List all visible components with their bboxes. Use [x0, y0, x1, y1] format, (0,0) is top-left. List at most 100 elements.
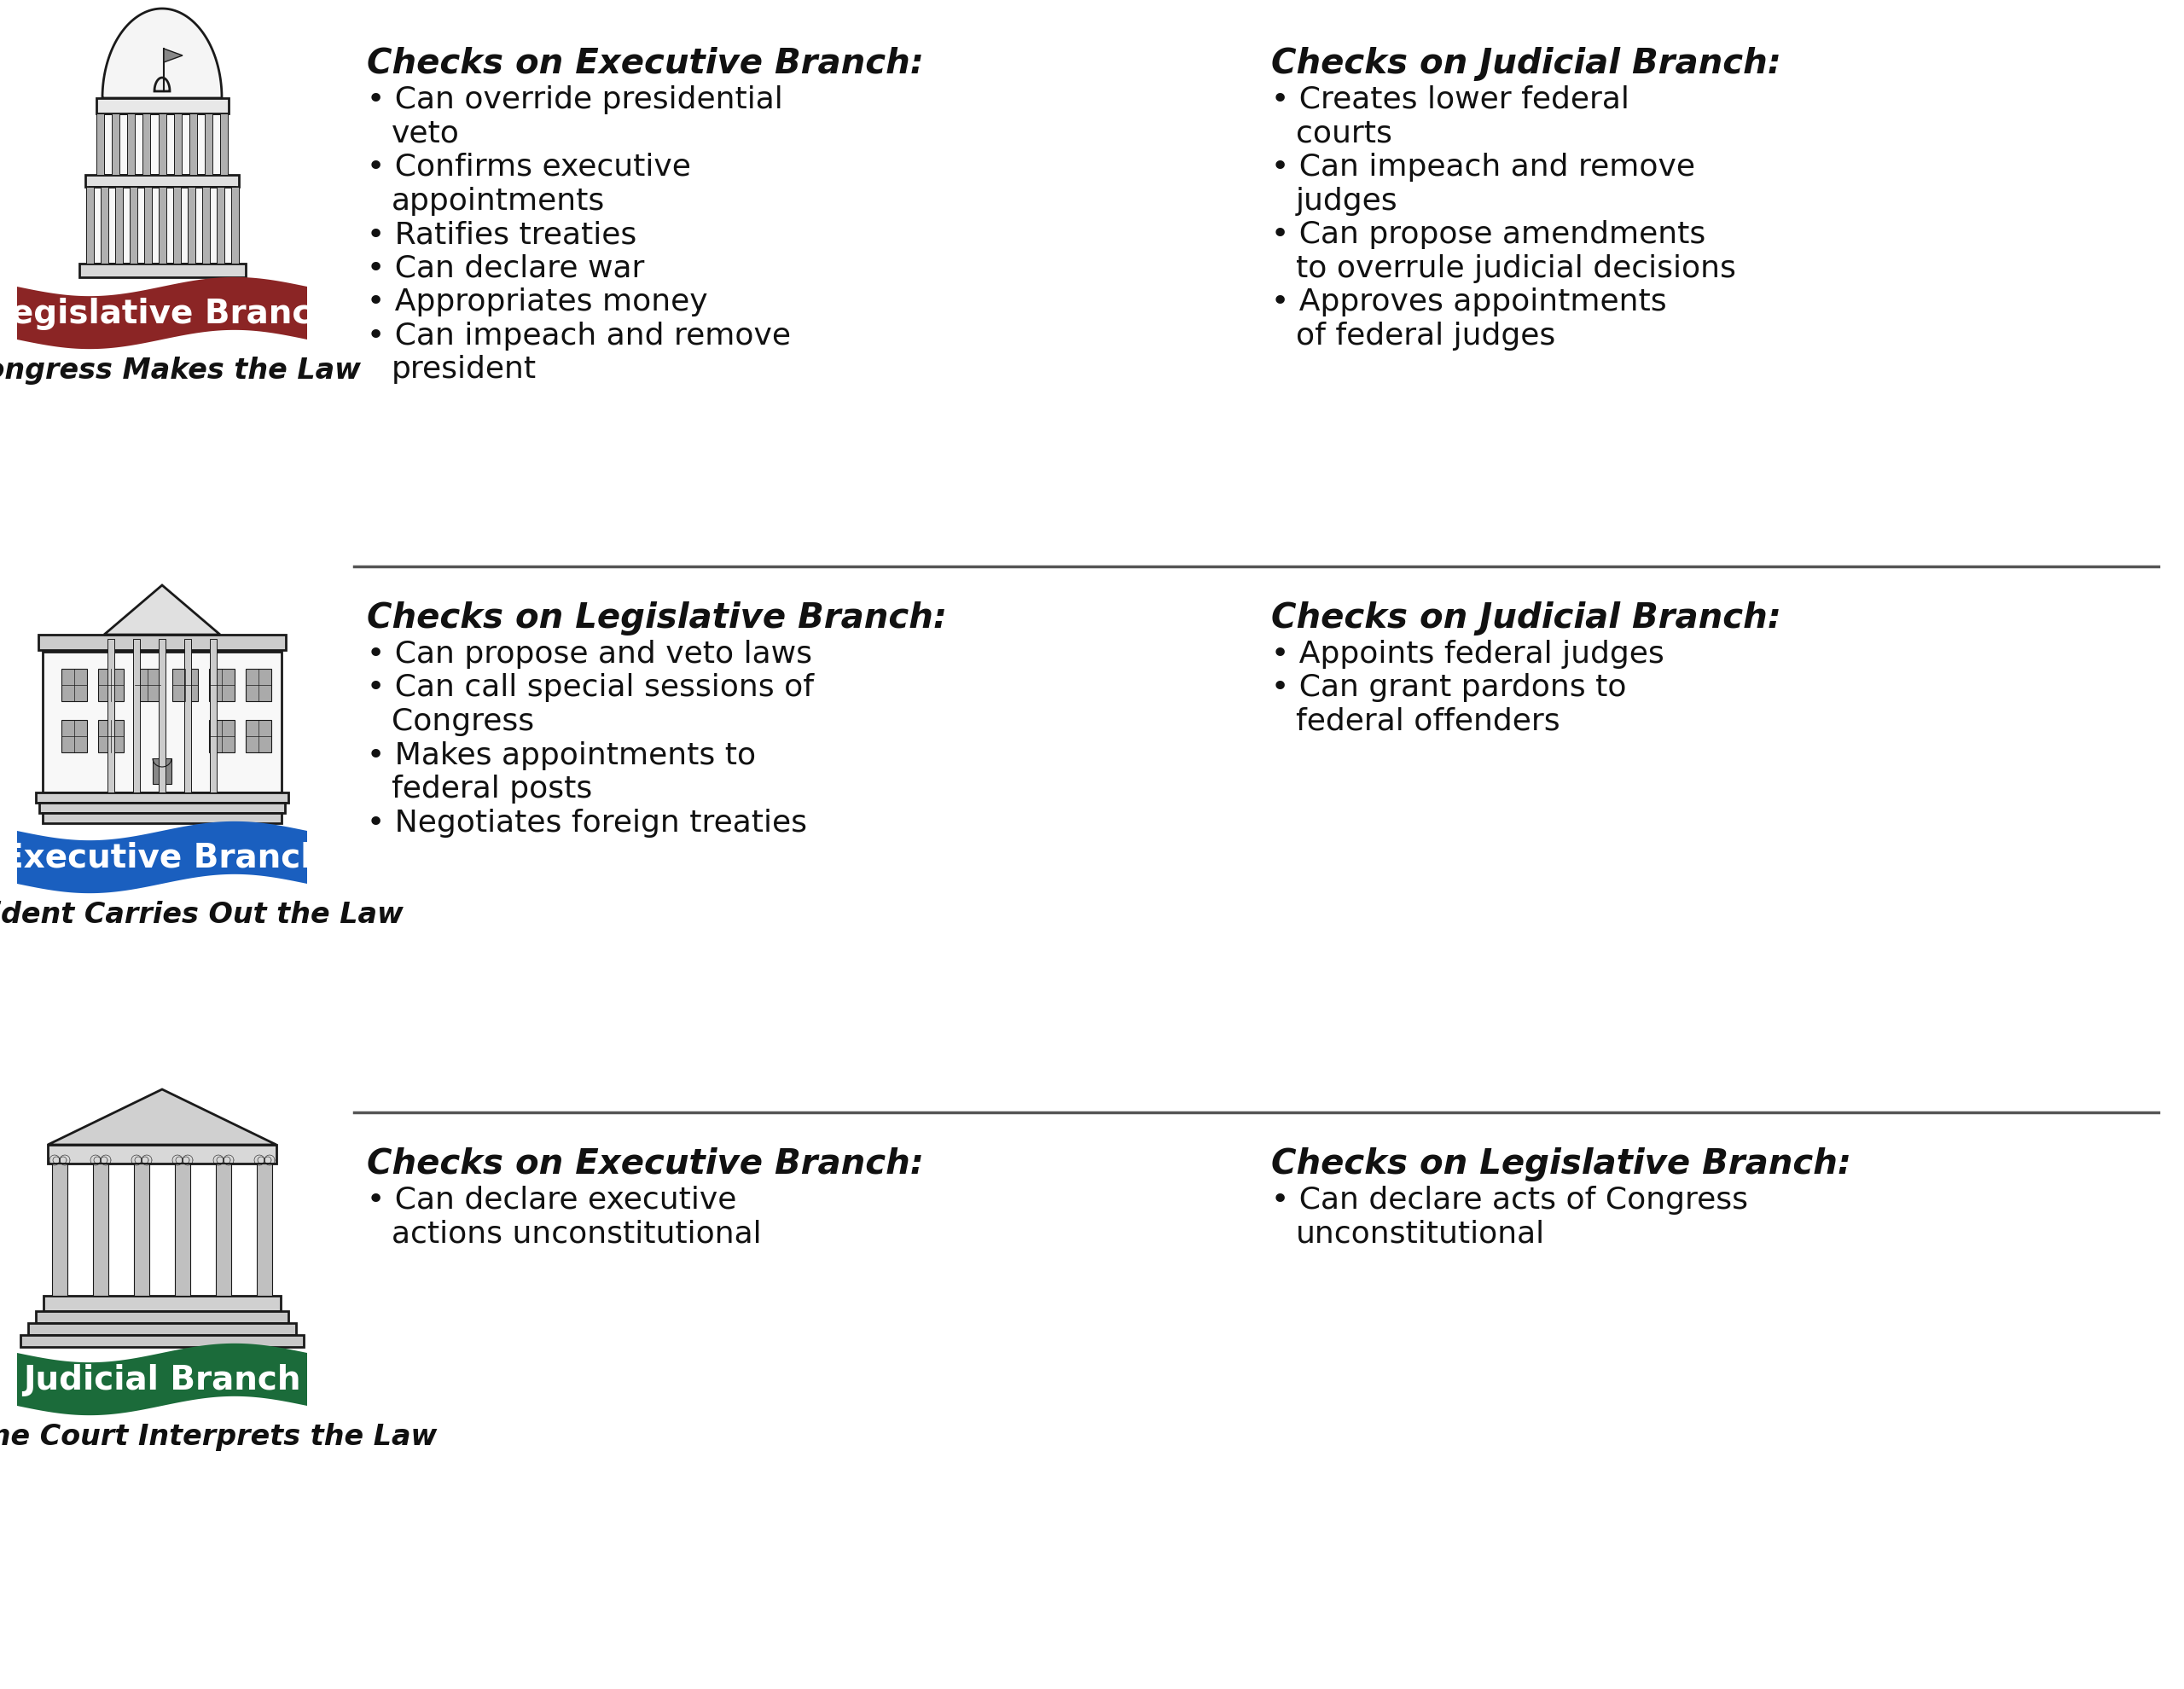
Bar	[144, 187, 151, 263]
Bar	[173, 187, 181, 263]
Bar	[129, 187, 138, 263]
Text: veto: veto	[391, 118, 459, 149]
Text: federal offenders: federal offenders	[1295, 706, 1559, 736]
Bar	[258, 1164, 273, 1295]
Text: president: president	[391, 355, 537, 383]
Text: • Approves appointments: • Approves appointments	[1271, 287, 1666, 316]
Bar	[85, 187, 94, 263]
Bar	[35, 1311, 288, 1322]
Bar	[98, 669, 124, 701]
Bar	[61, 721, 87, 753]
Bar	[175, 1164, 190, 1295]
Polygon shape	[17, 1343, 308, 1415]
Text: • Creates lower federal: • Creates lower federal	[1271, 84, 1629, 115]
Bar	[221, 115, 227, 176]
Text: courts: courts	[1295, 118, 1391, 149]
Bar	[210, 640, 216, 792]
Text: Legislative Branch: Legislative Branch	[0, 297, 334, 329]
Bar	[44, 814, 282, 824]
Polygon shape	[17, 823, 308, 893]
Bar	[44, 652, 282, 792]
Text: Executive Branch: Executive Branch	[0, 841, 323, 873]
Bar	[90, 187, 234, 263]
Bar	[116, 187, 122, 263]
Text: • Ratifies treaties: • Ratifies treaties	[367, 220, 638, 248]
Bar	[135, 669, 159, 701]
Polygon shape	[48, 1089, 277, 1145]
Text: Congress Makes the Law: Congress Makes the Law	[0, 356, 360, 385]
Text: to overrule judicial decisions: to overrule judicial decisions	[1295, 253, 1736, 282]
Bar	[175, 115, 181, 176]
Bar	[205, 115, 212, 176]
Bar	[61, 669, 87, 701]
Bar	[245, 721, 271, 753]
Text: • Negotiates foreign treaties: • Negotiates foreign treaties	[367, 807, 808, 836]
Text: • Can propose and veto laws: • Can propose and veto laws	[367, 640, 812, 669]
Polygon shape	[105, 586, 221, 635]
Bar	[111, 115, 120, 176]
Text: Checks on Legislative Branch:: Checks on Legislative Branch:	[1271, 1147, 1852, 1181]
Bar	[183, 640, 192, 792]
Bar	[107, 640, 114, 792]
Bar	[173, 669, 199, 701]
Text: Supreme Court Interprets the Law: Supreme Court Interprets the Law	[0, 1422, 437, 1451]
Bar	[52, 1164, 68, 1295]
Text: Congress: Congress	[391, 706, 533, 736]
Text: • Can impeach and remove: • Can impeach and remove	[1271, 152, 1695, 182]
Bar	[216, 1164, 232, 1295]
Bar	[157, 115, 166, 176]
Text: Checks on Legislative Branch:: Checks on Legislative Branch:	[367, 601, 948, 635]
Bar	[98, 721, 124, 753]
Bar	[20, 1336, 304, 1348]
Polygon shape	[164, 49, 183, 62]
Bar	[201, 187, 210, 263]
Bar	[210, 669, 234, 701]
Bar	[44, 1295, 282, 1311]
Text: • Makes appointments to: • Makes appointments to	[367, 740, 756, 770]
Text: • Can declare acts of Congress: • Can declare acts of Congress	[1271, 1186, 1747, 1214]
Text: Checks on Judicial Branch:: Checks on Judicial Branch:	[1271, 47, 1782, 81]
Bar	[100, 115, 225, 176]
Text: Checks on Executive Branch:: Checks on Executive Branch:	[367, 47, 924, 81]
Text: • Can impeach and remove: • Can impeach and remove	[367, 321, 791, 350]
Bar	[190, 115, 197, 176]
Text: • Can propose amendments: • Can propose amendments	[1271, 220, 1706, 248]
Text: • Appropriates money: • Appropriates money	[367, 287, 708, 316]
Text: • Can declare war: • Can declare war	[367, 253, 644, 282]
Text: actions unconstitutional: actions unconstitutional	[391, 1219, 762, 1248]
Text: federal posts: federal posts	[391, 774, 592, 804]
Bar	[39, 635, 286, 650]
Bar	[96, 100, 227, 115]
Bar	[35, 792, 288, 804]
Bar	[188, 187, 194, 263]
Bar	[232, 187, 238, 263]
Bar	[245, 669, 271, 701]
Bar	[28, 1322, 297, 1336]
Polygon shape	[155, 78, 170, 93]
Bar	[100, 187, 107, 263]
Text: • Can call special sessions of: • Can call special sessions of	[367, 674, 815, 703]
Bar	[153, 758, 173, 784]
Text: Checks on Executive Branch:: Checks on Executive Branch:	[367, 1147, 924, 1181]
Text: • Appoints federal judges: • Appoints federal judges	[1271, 640, 1664, 669]
Text: Judicial Branch: Judicial Branch	[24, 1363, 301, 1395]
Bar	[210, 721, 234, 753]
Text: • Confirms executive: • Confirms executive	[367, 152, 690, 182]
Bar	[133, 640, 140, 792]
Text: unconstitutional: unconstitutional	[1295, 1219, 1544, 1248]
Bar	[48, 1145, 277, 1164]
Bar	[157, 187, 166, 263]
Bar	[39, 804, 284, 814]
Bar	[216, 187, 225, 263]
Text: • Can override presidential: • Can override presidential	[367, 84, 782, 115]
Text: • Can declare executive: • Can declare executive	[367, 1186, 736, 1214]
Bar	[96, 115, 105, 176]
Bar	[85, 176, 238, 187]
Bar	[79, 263, 245, 279]
Text: Checks on Judicial Branch:: Checks on Judicial Branch:	[1271, 601, 1782, 635]
Text: • Can grant pardons to: • Can grant pardons to	[1271, 674, 1627, 703]
Text: of federal judges: of federal judges	[1295, 321, 1555, 350]
Text: appointments: appointments	[391, 186, 605, 215]
Polygon shape	[103, 10, 223, 100]
Bar	[127, 115, 135, 176]
